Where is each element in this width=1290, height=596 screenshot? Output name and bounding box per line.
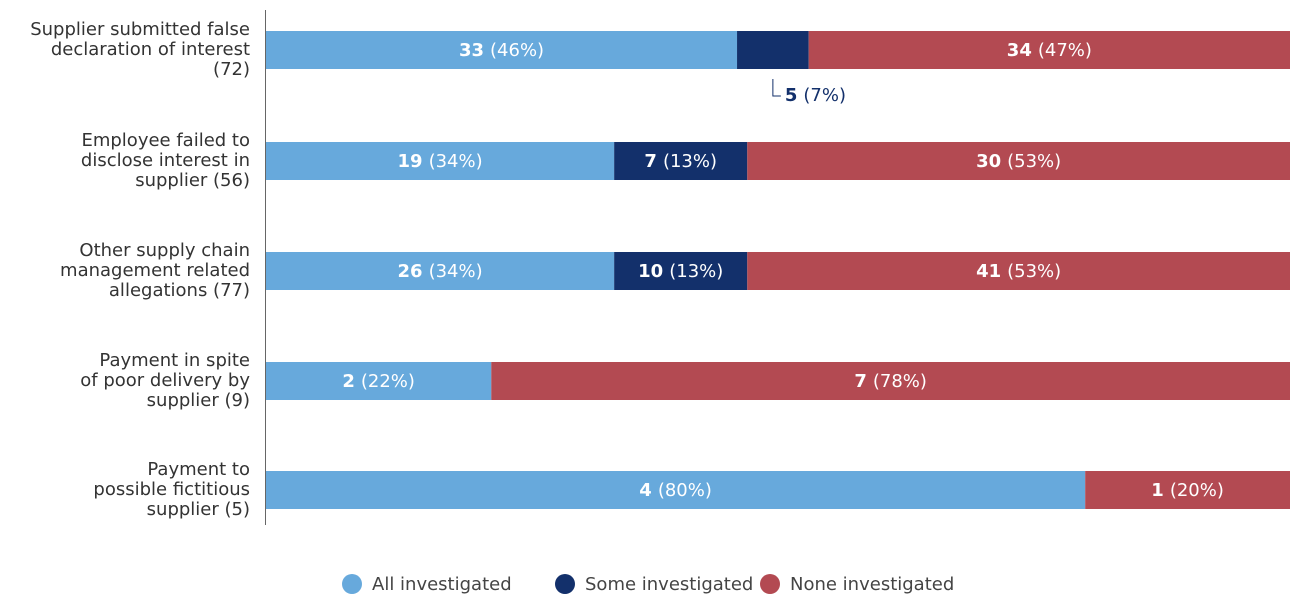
bar-segment <box>614 252 748 290</box>
category-label: disclose interest in <box>81 150 250 171</box>
data-label: 4 (80%) <box>639 480 712 501</box>
count: 26 <box>398 261 423 282</box>
count: 41 <box>976 261 1001 282</box>
category-label: Other supply chain <box>79 240 250 261</box>
percent: (13%) <box>663 151 717 172</box>
bar-segment <box>266 31 738 69</box>
count: 34 <box>1007 40 1032 61</box>
percent: (46%) <box>490 40 544 61</box>
data-label: 30 (53%) <box>976 151 1061 172</box>
category-label: supplier (56) <box>135 170 250 191</box>
data-label: 5 (7%) <box>785 85 846 106</box>
percent: (13%) <box>669 261 723 282</box>
legend-label: Some investigated <box>585 574 753 595</box>
percent: (78%) <box>873 371 927 392</box>
bar-segment <box>266 471 1086 509</box>
category-label: supplier (9) <box>147 390 250 411</box>
count: 30 <box>976 151 1001 172</box>
count: 4 <box>639 480 652 501</box>
bar-segment <box>808 31 1290 69</box>
bar-segment <box>266 252 615 290</box>
data-label: 34 (47%) <box>1007 40 1092 61</box>
legend-swatch <box>555 574 575 594</box>
category-label: Employee failed to <box>81 130 250 151</box>
category-label: of poor delivery by <box>80 370 250 391</box>
legend-swatch <box>342 574 362 594</box>
category-label: possible fictitious <box>93 479 250 500</box>
percent: (47%) <box>1038 40 1092 61</box>
bar-segment <box>737 31 809 69</box>
data-label: 7 (78%) <box>854 371 927 392</box>
legend-label: All investigated <box>372 574 512 595</box>
category-label: supplier (5) <box>147 499 250 520</box>
bar-segment <box>1085 471 1290 509</box>
count: 7 <box>854 371 867 392</box>
percent: (7%) <box>803 85 846 106</box>
data-label: 33 (46%) <box>459 40 544 61</box>
percent: (22%) <box>361 371 415 392</box>
data-label: 19 (34%) <box>398 151 483 172</box>
percent: (20%) <box>1170 480 1224 501</box>
bar-segment <box>491 362 1290 400</box>
category-label: (72) <box>213 59 250 80</box>
category-label: declaration of interest <box>51 39 250 60</box>
percent: (53%) <box>1007 151 1061 172</box>
count: 10 <box>638 261 663 282</box>
count: 19 <box>398 151 423 172</box>
category-label: management related <box>60 260 250 281</box>
count: 1 <box>1151 480 1164 501</box>
leader-line <box>772 79 781 97</box>
data-label: 41 (53%) <box>976 261 1061 282</box>
count: 33 <box>459 40 484 61</box>
bar-segment <box>614 142 748 180</box>
category-label: allegations (77) <box>109 280 250 301</box>
percent: (53%) <box>1007 261 1061 282</box>
count: 5 <box>785 85 798 106</box>
data-label: 2 (22%) <box>342 371 415 392</box>
count: 2 <box>342 371 355 392</box>
percent: (34%) <box>429 151 483 172</box>
data-label: 26 (34%) <box>398 261 483 282</box>
category-label: Payment to <box>147 459 250 480</box>
count: 7 <box>644 151 657 172</box>
percent: (34%) <box>429 261 483 282</box>
legend-label: None investigated <box>790 574 954 595</box>
data-label: 7 (13%) <box>644 151 717 172</box>
bar-segment <box>266 142 615 180</box>
legend-swatch <box>760 574 780 594</box>
bar-segment <box>747 142 1290 180</box>
bar-segment <box>747 252 1290 290</box>
bar-segment <box>266 362 492 400</box>
category-label: Supplier submitted false <box>30 19 250 40</box>
percent: (80%) <box>658 480 712 501</box>
category-label: Payment in spite <box>99 350 250 371</box>
data-label: 1 (20%) <box>1151 480 1224 501</box>
data-label: 10 (13%) <box>638 261 723 282</box>
